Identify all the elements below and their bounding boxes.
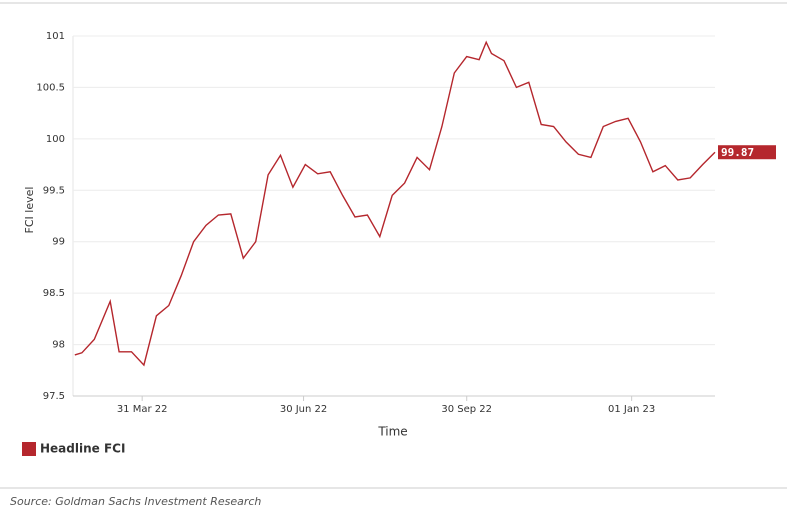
x-tick-label: 30 Sep 22: [441, 404, 492, 415]
series-line: [74, 40, 716, 367]
x-axis-label: Time: [377, 425, 407, 439]
y-tick-label: 101: [46, 31, 65, 42]
source: Source: Goldman Sachs Investment Researc…: [10, 495, 261, 508]
legend-label: Headline FCI: [40, 442, 125, 456]
y-tick-label: 100.5: [36, 82, 65, 93]
y-tick-label: 100: [46, 134, 65, 145]
x-tick-label: 01 Jan 23: [608, 404, 655, 415]
y-tick-label: 98.5: [43, 288, 65, 299]
x-tick-label: 30 Jun 22: [280, 404, 327, 415]
last-value-box: [718, 145, 776, 160]
x-tick-label: 31 Mar 22: [117, 404, 168, 415]
y-tick-label: 97.5: [43, 391, 65, 402]
legend-swatch: [22, 442, 36, 456]
y-tick-label: 99: [52, 237, 65, 248]
y-tick-label: 99.5: [43, 185, 65, 196]
y-tick-label: 98: [52, 340, 65, 351]
last-value-label: 99.87: [721, 146, 754, 159]
y-axis-label: FCI level: [23, 187, 36, 234]
